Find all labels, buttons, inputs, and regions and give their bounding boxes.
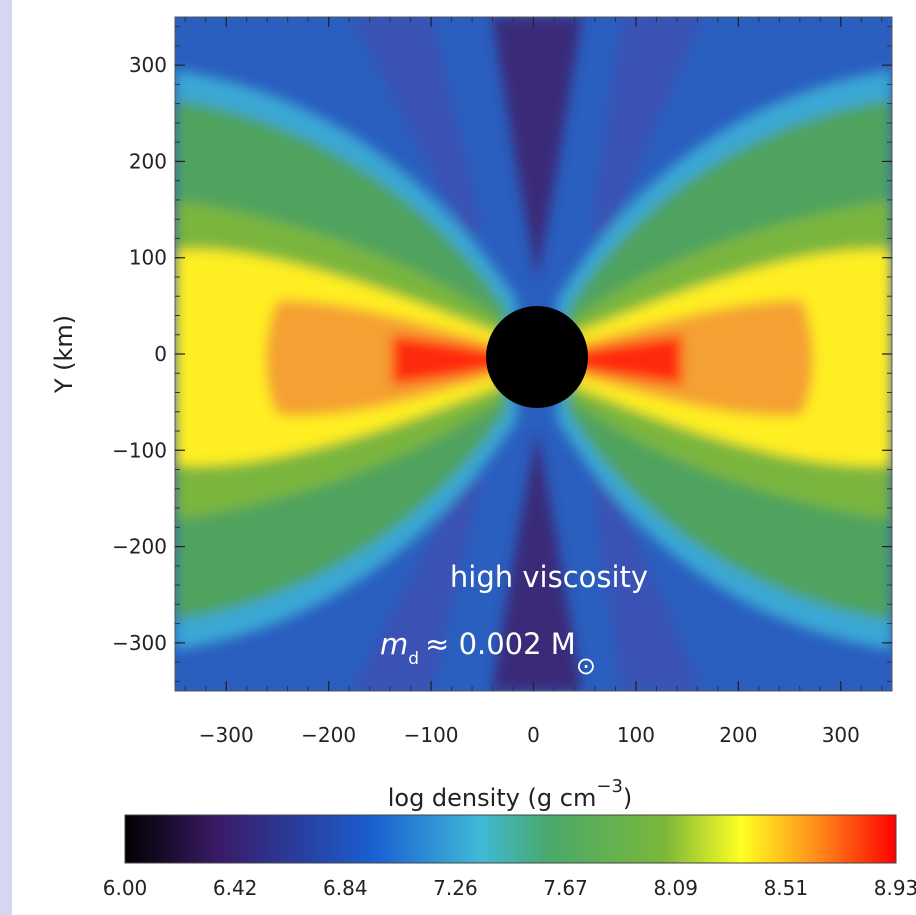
x-tick-label: −300 [199, 723, 254, 747]
y-axis-label: Y (km) [50, 315, 78, 394]
colorbar-tick-label: 7.26 [433, 876, 478, 900]
colorbar-label-suffix: ) [623, 784, 632, 812]
y-tick-label: 300 [129, 53, 167, 77]
density-field [175, 17, 892, 691]
x-tick-label: 200 [719, 723, 757, 747]
figure-frame: −300 −200 −100 0 100 200 300 300 200 100 0 −100 −20… [12, 0, 916, 915]
colorbar-tick-label: 7.67 [543, 876, 588, 900]
lower-polar-lobe [492, 430, 582, 691]
y-tick-label: 0 [154, 342, 167, 366]
y-axis: 300 200 100 0 −100 −200 −300 [112, 26, 892, 682]
x-tick-label: 100 [617, 723, 655, 747]
colorbar-label-exponent: −3 [596, 776, 623, 797]
sun-symbol-icon: ⊙ [576, 652, 596, 680]
annotation-subscript: d [408, 649, 419, 669]
density-plot: −300 −200 −100 0 100 200 300 300 200 100 0 −100 −20… [50, 16, 916, 900]
colorbar-tick-label: 6.84 [323, 876, 368, 900]
colorbar-tick-label: 8.93 [874, 876, 916, 900]
colorbar-ticks: 6.00 6.42 6.84 7.26 7.67 8.09 8.51 8.93 [103, 876, 916, 900]
upper-polar-lobe [492, 17, 582, 280]
right-orange-core [577, 300, 814, 416]
annotation-m: m [380, 627, 408, 661]
left-red-inner [392, 335, 502, 385]
y-tick-label: −300 [112, 631, 167, 655]
x-tick-label: −200 [301, 723, 356, 747]
right-red-inner [572, 335, 682, 385]
central-black-hole [486, 306, 588, 408]
annotation-line2: md ≈ 0.002 M⊙ [380, 627, 596, 680]
annotation-line1: high viscosity [450, 560, 648, 594]
x-tick-label: −100 [404, 723, 459, 747]
y-tick-label: −100 [112, 438, 167, 462]
x-axis: −300 −200 −100 0 100 200 300 [184, 17, 883, 747]
y-tick-label: 200 [129, 149, 167, 173]
left-orange-core [265, 300, 497, 416]
annotation-value: ≈ 0.002 M [425, 627, 576, 661]
colorbar-tick-label: 6.00 [103, 876, 148, 900]
y-tick-label: −200 [112, 535, 167, 559]
colorbar-tick-label: 6.42 [213, 876, 258, 900]
colorbar [124, 814, 897, 864]
y-tick-label: 100 [129, 246, 167, 270]
x-tick-label: 300 [822, 723, 860, 747]
colorbar-label-prefix: log density (g cm [388, 784, 597, 812]
x-tick-label: 0 [527, 723, 540, 747]
colorbar-tick-label: 8.09 [653, 876, 698, 900]
colorbar-tick-label: 8.51 [764, 876, 809, 900]
colorbar-label: log density (g cm−3) [388, 776, 633, 812]
